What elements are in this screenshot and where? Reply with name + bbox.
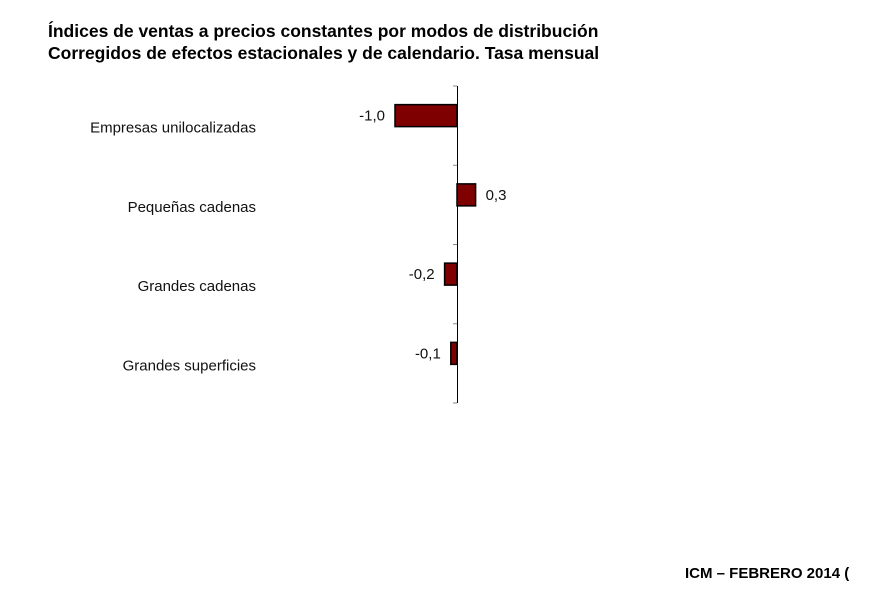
footer-label: ICM – FEBRERO 2014 (: [685, 565, 850, 582]
bar: [394, 103, 458, 128]
bar: [450, 341, 458, 366]
category-label: Grandes superficies: [123, 357, 256, 374]
data-label: 0,3: [486, 187, 507, 204]
data-label: -1,0: [359, 108, 385, 125]
category-label: Pequeñas cadenas: [128, 199, 256, 216]
category-label: Grandes cadenas: [138, 278, 256, 295]
category-label: Empresas unilocalizadas: [90, 120, 256, 137]
bar: [443, 262, 458, 286]
data-label: -0,1: [415, 345, 441, 362]
bar: [456, 183, 477, 207]
data-label: -0,2: [409, 266, 435, 283]
chart-title: Índices de ventas a precios constantes p…: [48, 21, 599, 41]
chart-subtitle: Corregidos de efectos estacionales y de …: [48, 43, 600, 63]
